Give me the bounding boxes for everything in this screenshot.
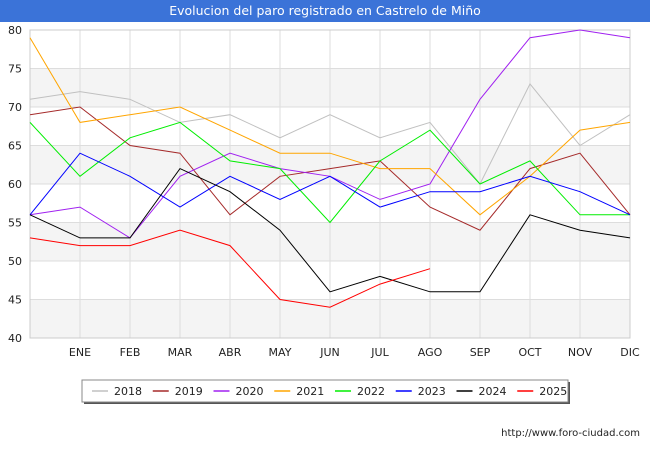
series-line-2019 <box>29 106 631 231</box>
y-tick-label: 80 <box>8 24 22 37</box>
series-line-2025 <box>29 229 431 308</box>
legend-box <box>81 379 569 403</box>
x-tick-label: FEB <box>120 346 141 359</box>
x-tick-label: NOV <box>568 346 593 359</box>
legend-label-2023: 2023 <box>418 385 446 398</box>
y-tick-label: 55 <box>8 217 22 230</box>
legend-label-2018: 2018 <box>114 385 142 398</box>
x-tick-label: JUL <box>370 346 389 359</box>
legend-label-2020: 2020 <box>236 385 264 398</box>
source-credit: http://www.foro-ciudad.com <box>501 428 640 439</box>
plot-frame <box>29 29 631 339</box>
y-tick-label: 40 <box>8 332 22 345</box>
legend-label-2021: 2021 <box>296 385 324 398</box>
x-tick-label: MAR <box>168 346 193 359</box>
y-tick-label: 75 <box>8 63 22 76</box>
chart-title: Evolucion del paro registrado en Castrel… <box>0 0 650 22</box>
x-tick-label: JUN <box>319 346 340 359</box>
y-tick-label: 50 <box>8 255 22 268</box>
y-axis-ticks: 40 45 50 55 60 65 70 75 80 <box>8 24 22 345</box>
series-line-2024 <box>29 167 631 293</box>
legend-label-2024: 2024 <box>479 385 507 398</box>
x-tick-label: AGO <box>418 346 443 359</box>
y-tick-label: 60 <box>8 178 22 191</box>
x-tick-label: MAY <box>269 346 292 359</box>
legend-label-2019: 2019 <box>175 385 203 398</box>
legend: 2018 2019 2020 2021 2022 2023 2024 2025 <box>81 379 570 404</box>
legend-label-2022: 2022 <box>357 385 385 398</box>
series-line-2023 <box>29 152 631 216</box>
x-tick-label: ENE <box>69 346 91 359</box>
series-lines <box>29 29 631 308</box>
legend-label-2025: 2025 <box>539 385 567 398</box>
x-tick-label: OCT <box>518 346 541 359</box>
y-tick-label: 65 <box>8 140 22 153</box>
x-tick-label: DIC <box>620 346 640 359</box>
y-tick-label: 70 <box>8 101 22 114</box>
x-axis-ticks: ENE FEB MAR ABR MAY JUN JUL AGO SEP OCT NOV DIC <box>69 346 640 359</box>
x-tick-label: ABR <box>219 346 242 359</box>
series-line-2018 <box>29 82 631 185</box>
grid-lines <box>30 29 630 339</box>
y-tick-label: 45 <box>8 294 22 307</box>
x-tick-label: SEP <box>470 346 491 359</box>
series-line-2022 <box>29 121 630 224</box>
